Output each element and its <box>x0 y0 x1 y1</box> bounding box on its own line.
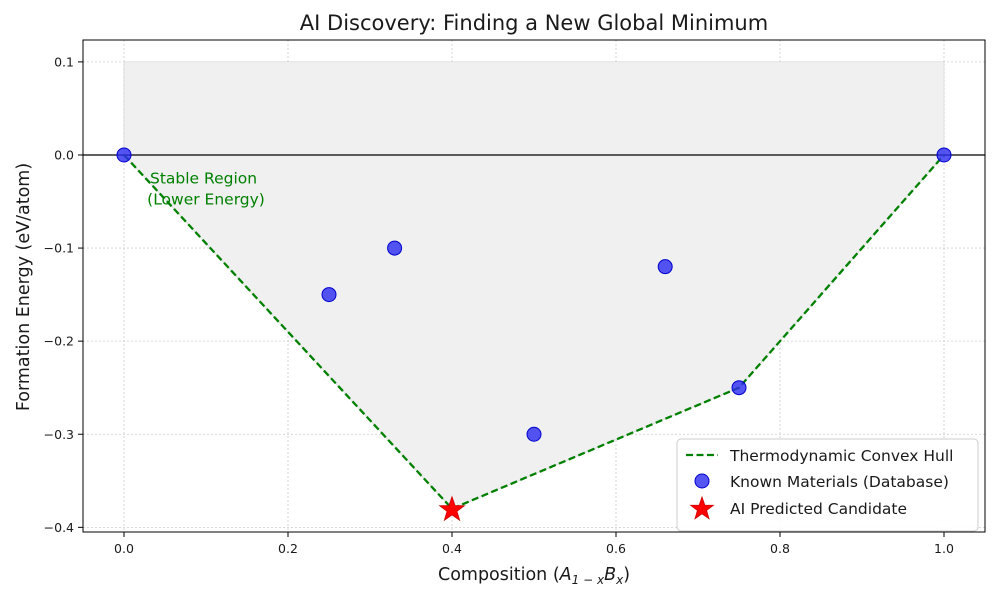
known-material-point <box>387 240 403 256</box>
x-axis-label: Composition (A1 − xBx) <box>438 565 630 587</box>
x-tick-label: 0.6 <box>606 541 626 556</box>
x-tick-label: 0.8 <box>770 541 790 556</box>
x-axis-label-a-sub: 1 − x <box>572 573 605 587</box>
x-axis-label-close: ) <box>623 565 630 585</box>
annotation-line-2: (Lower Energy) <box>147 191 265 209</box>
known-materials-points <box>116 147 952 442</box>
known-material-point <box>526 426 542 442</box>
x-axis-label-b: B <box>604 565 616 585</box>
known-material-point <box>321 287 337 303</box>
x-tick-label: 1.0 <box>934 541 954 556</box>
stable-region-annotation: Stable Region (Lower Energy) <box>147 170 265 209</box>
y-axis-ticks: −0.4 −0.3 −0.2 −0.1 0.0 0.1 <box>44 54 83 535</box>
annotation-line-1: Stable Region <box>150 170 257 188</box>
legend-box <box>676 438 979 532</box>
known-material-point <box>731 380 747 396</box>
x-tick-label: 0.2 <box>278 541 298 556</box>
y-tick-label: −0.2 <box>44 334 74 349</box>
known-material-point <box>116 147 132 163</box>
ai-candidate-marker <box>438 495 466 522</box>
ai-predicted-star <box>438 495 466 522</box>
legend: Thermodynamic Convex Hull Known Material… <box>676 438 979 532</box>
legend-ai-swatch <box>689 495 715 520</box>
x-tick-label: 0.4 <box>442 541 462 556</box>
y-tick-label: −0.1 <box>44 241 74 256</box>
known-material-point <box>936 147 952 163</box>
chart-title: AI Discovery: Finding a New Global Minim… <box>300 11 768 35</box>
legend-hull-label: Thermodynamic Convex Hull <box>729 447 953 465</box>
x-axis-label-main: Composition ( <box>438 565 560 585</box>
legend-ai-label: AI Predicted Candidate <box>730 500 907 518</box>
y-tick-label: −0.3 <box>44 427 74 442</box>
x-axis-ticks: 0.0 0.2 0.4 0.6 0.8 1.0 <box>114 532 954 556</box>
y-tick-label: 0.1 <box>54 54 74 69</box>
x-axis-label-b-sub: x <box>615 573 624 587</box>
plot-frame <box>82 39 986 533</box>
legend-known-label: Known Materials (Database) <box>730 473 949 491</box>
x-axis-label-a: A <box>559 565 572 585</box>
legend-known-swatch <box>694 473 710 489</box>
y-tick-label: −0.4 <box>44 520 74 535</box>
y-axis-label: Formation Energy (eV/atom) <box>14 163 34 411</box>
y-tick-label: 0.0 <box>54 147 74 162</box>
known-material-point <box>657 259 673 275</box>
convex-hull-line <box>123 154 945 511</box>
x-tick-label: 0.0 <box>114 541 134 556</box>
